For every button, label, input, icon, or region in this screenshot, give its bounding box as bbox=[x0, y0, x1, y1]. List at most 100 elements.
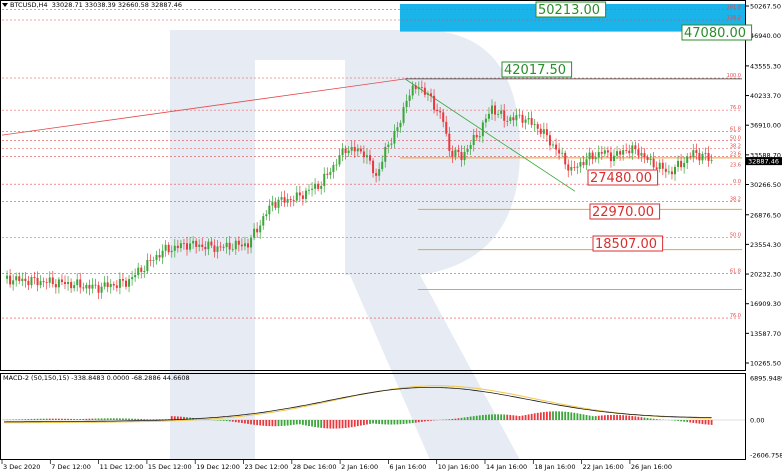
candle-body bbox=[262, 216, 265, 226]
candle-body bbox=[301, 195, 304, 199]
candle-body bbox=[414, 85, 417, 90]
dropdown-arrow-icon[interactable] bbox=[2, 3, 8, 7]
candle-body bbox=[33, 277, 36, 279]
price-label-47080-box bbox=[681, 24, 753, 41]
fib-level-label: 50.0 bbox=[730, 233, 741, 239]
y-tick-label: 23554.30 bbox=[750, 241, 781, 249]
macd-y-tick-label: 0.00 bbox=[750, 417, 764, 425]
fib-level-label: 138.2 bbox=[727, 15, 741, 21]
candle-body bbox=[433, 95, 436, 110]
candle-body bbox=[509, 117, 512, 121]
x-tick-label: 18 Jan 16:00 bbox=[534, 463, 575, 471]
candle-body bbox=[76, 279, 79, 286]
candle-body bbox=[143, 270, 146, 272]
candle-body bbox=[292, 200, 295, 201]
candle-body bbox=[6, 275, 9, 279]
y-tick-label: 46940.00 bbox=[750, 32, 781, 40]
candle-body bbox=[652, 158, 655, 168]
candle-body bbox=[497, 113, 500, 115]
candle-body bbox=[539, 128, 542, 134]
price-label-50213: 50213.00 bbox=[538, 3, 600, 18]
candle-body bbox=[134, 275, 137, 278]
candle-body bbox=[109, 283, 112, 288]
candle-body bbox=[121, 279, 124, 281]
price-label-42017-box bbox=[501, 61, 573, 78]
candle-body bbox=[384, 146, 387, 162]
candle-body bbox=[548, 135, 551, 146]
candle-body bbox=[533, 124, 536, 125]
candle-body bbox=[634, 145, 637, 150]
fib-level-label: 61.8 bbox=[730, 268, 741, 274]
y-tick-label: 40233.70 bbox=[750, 92, 781, 100]
candle-body bbox=[295, 192, 298, 201]
candle-body bbox=[683, 162, 686, 168]
candle-body bbox=[332, 164, 335, 173]
candle-body bbox=[664, 168, 667, 172]
symbol-timeframe: BTCUSD,H4 bbox=[10, 1, 48, 9]
fib-level-label: 50.0 bbox=[730, 135, 741, 141]
candle-body bbox=[36, 278, 39, 286]
candle-body bbox=[619, 151, 622, 155]
candle-body bbox=[585, 159, 588, 166]
candle-body bbox=[475, 134, 478, 138]
candle-body bbox=[430, 93, 432, 96]
price-label-27480: 27480.00 bbox=[590, 171, 652, 186]
candle-body bbox=[100, 286, 103, 293]
candle-body bbox=[271, 202, 274, 206]
candle-body bbox=[198, 244, 201, 247]
candle-body bbox=[393, 130, 396, 144]
x-tick-label: 26 Jan 16:00 bbox=[631, 463, 672, 471]
macd-header: MACD-2 (50,150,15) -338.8483 0.0000 -68.… bbox=[3, 374, 190, 382]
candle-body bbox=[304, 190, 307, 199]
x-tick-label: 11 Dec 12:00 bbox=[100, 463, 144, 471]
candle-body bbox=[210, 241, 213, 246]
candle-body bbox=[558, 149, 561, 154]
candle-body bbox=[219, 246, 222, 248]
candle-body bbox=[243, 243, 246, 247]
candle-body bbox=[622, 150, 625, 155]
y-tick-label: 10265.50 bbox=[750, 360, 781, 368]
candle-body bbox=[149, 260, 152, 261]
candle-body bbox=[27, 280, 30, 286]
candle-body bbox=[631, 145, 634, 154]
candle-body bbox=[478, 136, 481, 138]
candle-body bbox=[387, 144, 390, 147]
candle-body bbox=[494, 105, 497, 115]
candle-body bbox=[170, 250, 173, 253]
candle-body bbox=[338, 155, 341, 165]
candle-body bbox=[701, 153, 704, 161]
candle-body bbox=[18, 276, 21, 282]
candle-body bbox=[613, 155, 615, 162]
candle-body bbox=[677, 160, 680, 167]
candle-body bbox=[207, 241, 210, 250]
candle-body bbox=[216, 246, 219, 252]
candle-body bbox=[30, 277, 33, 286]
candle-body bbox=[204, 246, 207, 250]
ohlc-values: 33028.71 33038.39 32660.58 32887.46 bbox=[51, 1, 182, 9]
candle-body bbox=[176, 245, 179, 249]
fib-level-label: 76.0 bbox=[730, 313, 741, 319]
candle-body bbox=[228, 242, 231, 250]
main-panel-frame bbox=[0, 0, 746, 371]
candle-body bbox=[487, 113, 490, 119]
candle-body bbox=[82, 287, 85, 289]
candle-body bbox=[674, 166, 676, 175]
price-label-18507: 18507.00 bbox=[595, 237, 657, 252]
candle-body bbox=[436, 109, 439, 112]
candle-body bbox=[417, 87, 420, 90]
candle-body bbox=[423, 87, 426, 95]
fib-level-label: 61.8 bbox=[730, 127, 741, 133]
x-tick-label: 19 Dec 12:00 bbox=[196, 463, 240, 471]
y-tick-label: 36910.00 bbox=[750, 122, 781, 130]
candle-body bbox=[265, 214, 268, 217]
candle-body bbox=[381, 161, 384, 170]
candle-body bbox=[308, 189, 310, 191]
candle-body bbox=[286, 199, 289, 203]
candle-body bbox=[268, 205, 271, 215]
candle-body bbox=[695, 150, 698, 153]
candle-body bbox=[616, 151, 619, 156]
candle-body bbox=[88, 284, 91, 289]
candle-body bbox=[670, 171, 673, 175]
